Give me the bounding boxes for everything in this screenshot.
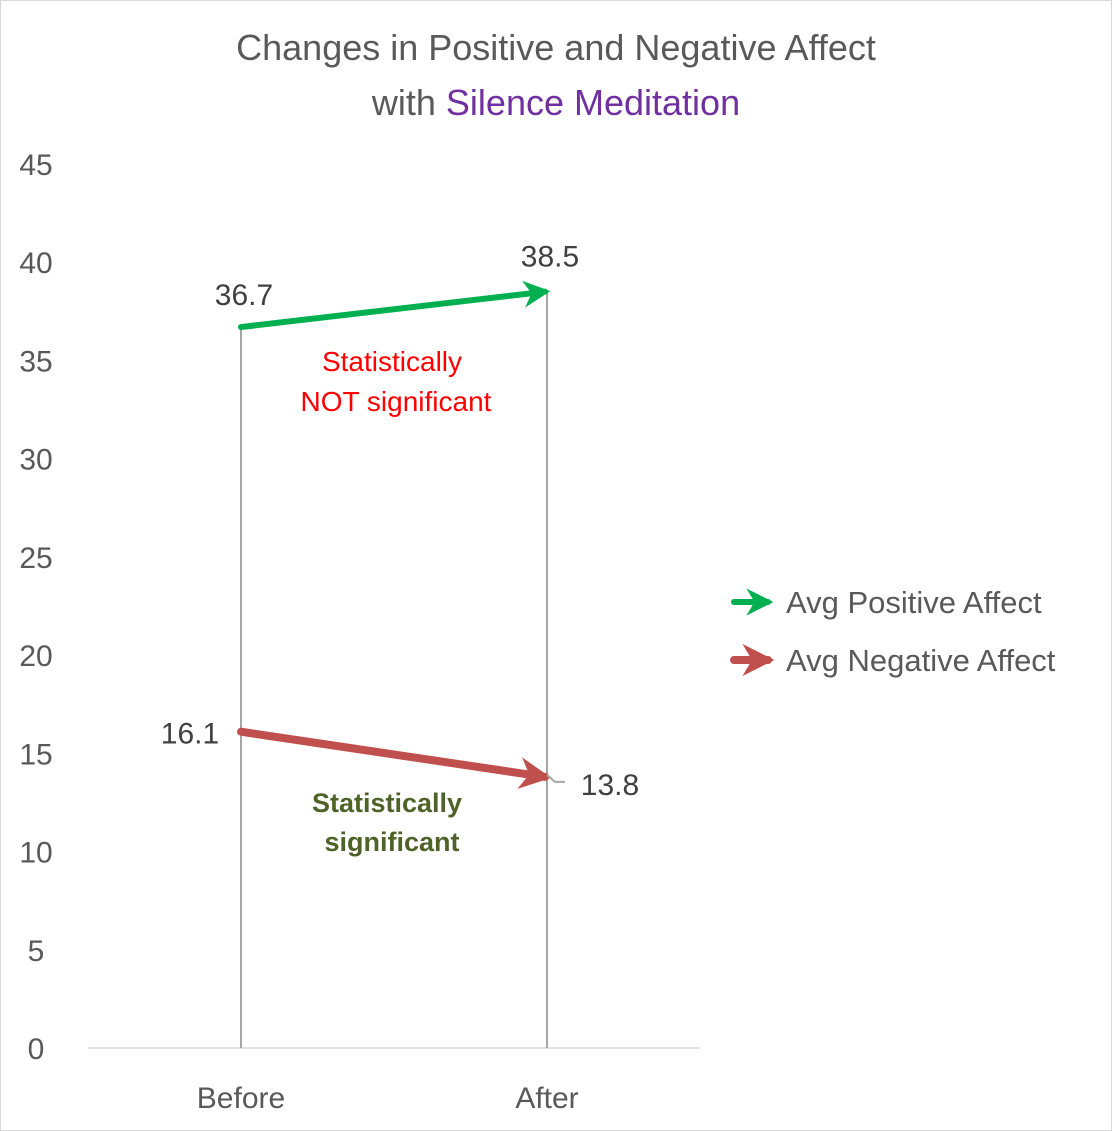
leader-line bbox=[546, 774, 565, 783]
legend-label: Avg Negative Affect bbox=[786, 643, 1056, 678]
data-label: 13.8 bbox=[581, 769, 639, 802]
x-tick-label: Before bbox=[197, 1082, 285, 1115]
chart-title-part2: with bbox=[371, 82, 446, 123]
data-label: 38.5 bbox=[521, 241, 579, 274]
y-tick-label: 25 bbox=[19, 542, 52, 575]
y-tick-label: 30 bbox=[19, 444, 52, 477]
y-tick-label: 0 bbox=[28, 1033, 45, 1066]
y-tick-label: 10 bbox=[19, 837, 52, 870]
data-label: 36.7 bbox=[215, 279, 273, 312]
x-tick-label: After bbox=[515, 1082, 578, 1115]
series-line-negative bbox=[237, 727, 552, 789]
chart-title-line2: with Silence Meditation bbox=[371, 82, 740, 123]
annotation-significant: significant bbox=[324, 827, 459, 857]
y-tick-label: 20 bbox=[19, 640, 52, 673]
annotation-not-significant: NOT significant bbox=[301, 386, 492, 417]
series-line-positive bbox=[238, 280, 551, 331]
chart-title-highlight: Silence Meditation bbox=[446, 82, 740, 123]
annotation-not-significant: Statistically bbox=[322, 346, 462, 377]
y-tick-label: 40 bbox=[19, 247, 52, 280]
legend-label: Avg Positive Affect bbox=[786, 585, 1042, 620]
y-tick-label: 15 bbox=[19, 738, 52, 771]
data-label: 16.1 bbox=[161, 718, 219, 751]
annotation-significant: Statistically bbox=[312, 788, 462, 818]
y-tick-label: 5 bbox=[28, 935, 45, 968]
y-tick-label: 45 bbox=[19, 149, 52, 182]
y-tick-label: 35 bbox=[19, 345, 52, 378]
chart-title-line1: Changes in Positive and Negative Affect bbox=[236, 27, 876, 68]
